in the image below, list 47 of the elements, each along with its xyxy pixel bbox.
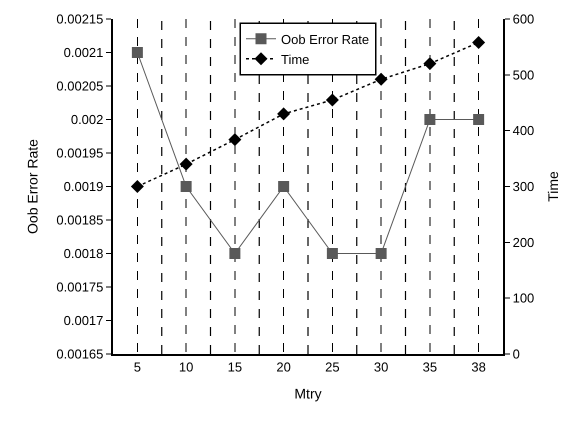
- x-tick-label: 35: [422, 360, 438, 375]
- x-tick-label: 10: [178, 360, 194, 375]
- point: [180, 158, 193, 171]
- y-tick-label: 0.0019: [64, 179, 104, 194]
- x-tick-label: 20: [276, 360, 291, 375]
- legend-label: Oob Error Rate: [281, 32, 370, 47]
- x-tick-label: 5: [134, 360, 141, 375]
- point: [423, 57, 436, 70]
- point: [326, 248, 338, 259]
- point: [472, 36, 486, 49]
- point: [132, 47, 143, 58]
- point: [278, 181, 290, 192]
- point: [473, 114, 484, 125]
- y-tick-label: 0.00175: [56, 280, 104, 295]
- y-tick-label: 0.00185: [56, 212, 104, 228]
- y-tick-label: 0.00215: [56, 12, 104, 27]
- point: [229, 248, 240, 259]
- y2-tick-label: 400: [512, 123, 534, 138]
- y2-tick-label: 500: [512, 67, 534, 82]
- point: [180, 181, 192, 192]
- y-axis-title: Oob Error Rate: [24, 138, 40, 234]
- point: [376, 248, 387, 259]
- y2-tick-label: 300: [512, 179, 534, 194]
- point: [277, 107, 290, 120]
- x-tick-label: 15: [228, 360, 242, 375]
- y-tick-label: 0.0017: [64, 313, 104, 328]
- x-tick-label: 30: [374, 360, 388, 375]
- point: [130, 180, 144, 193]
- y-tick-label: 0.00205: [56, 78, 104, 94]
- y-tick-label: 0.00195: [56, 146, 104, 161]
- point: [228, 133, 242, 146]
- y2-tick-label: 200: [512, 234, 534, 250]
- point: [326, 93, 339, 106]
- y2-tick-label: 600: [512, 12, 534, 27]
- legend-label: Time: [281, 52, 310, 67]
- y2-axis-title: Time: [545, 170, 562, 202]
- y-tick-label: 0.002: [70, 112, 104, 128]
- x-tick-label: 25: [325, 360, 340, 375]
- y-tick-label: 0.0018: [64, 246, 104, 262]
- y-tick-label: 0.00165: [56, 346, 104, 362]
- point: [424, 114, 436, 125]
- y2-tick-label: 100: [512, 290, 534, 306]
- x-axis-title: Mtry: [294, 385, 322, 402]
- y-tick-label: 0.0021: [64, 45, 104, 60]
- point: [374, 72, 388, 86]
- y2-tick-label: 0: [512, 346, 520, 362]
- x-tick-label: 38: [471, 360, 486, 375]
